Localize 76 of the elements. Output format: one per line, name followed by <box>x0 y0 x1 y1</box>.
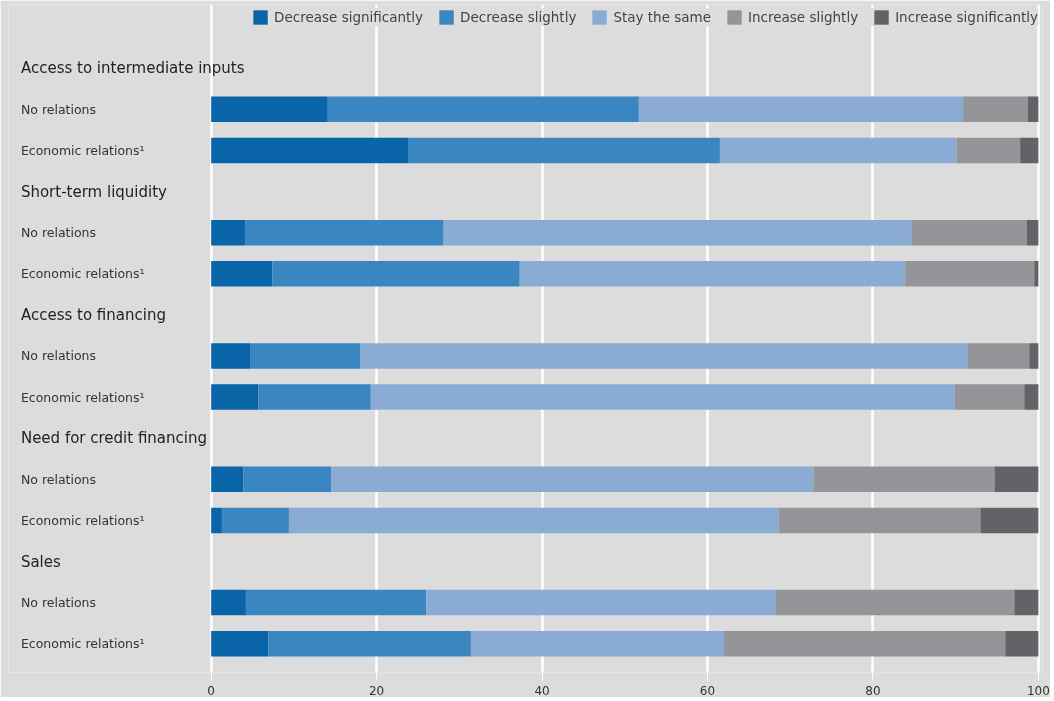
bar <box>954 384 1025 410</box>
bar <box>211 630 269 657</box>
y-tick-label: Economic relations¹ <box>20 389 145 405</box>
bar <box>719 137 957 164</box>
bar <box>331 466 814 493</box>
bar <box>638 96 964 123</box>
bar <box>288 507 779 534</box>
bar <box>211 507 222 534</box>
legend-label: Stay the same <box>613 9 711 25</box>
legend-label: Increase slightly <box>748 9 859 25</box>
x-tick-label: 20 <box>368 683 385 698</box>
bar <box>211 261 273 287</box>
bar <box>211 589 246 616</box>
bar <box>243 466 332 493</box>
bar <box>221 507 289 534</box>
bar <box>1014 589 1039 616</box>
bar <box>967 343 1030 369</box>
y-tick-label: Access to financing <box>20 305 166 324</box>
bar <box>360 343 968 369</box>
legend-label: Decrease significantly <box>274 9 424 25</box>
y-tick-label: Access to intermediate inputs <box>20 59 245 78</box>
bar <box>724 630 1006 657</box>
bar <box>211 384 259 410</box>
y-tick-label: No relations <box>20 471 97 487</box>
bar <box>1027 96 1039 123</box>
bar <box>245 589 427 616</box>
bar <box>994 466 1039 493</box>
bar <box>813 466 995 493</box>
bar <box>272 261 520 287</box>
y-tick-label: Economic relations¹ <box>20 142 145 158</box>
x-tick-label: 40 <box>534 683 550 698</box>
x-tick-label: 80 <box>865 683 881 698</box>
y-tick-label: No relations <box>20 595 97 611</box>
bar <box>519 261 906 287</box>
bar <box>443 219 912 246</box>
bar <box>250 343 361 369</box>
legend-label: Decrease slightly <box>460 9 577 25</box>
bar <box>775 589 1015 616</box>
bar <box>211 343 251 369</box>
y-tick-label: Need for credit financing <box>20 429 208 448</box>
x-tick-label: 0 <box>207 683 215 698</box>
y-tick-label: No relations <box>20 225 97 241</box>
bar <box>408 137 720 164</box>
bar <box>956 137 1021 164</box>
bar <box>1024 384 1039 410</box>
bar <box>258 384 371 410</box>
bar <box>911 219 1027 246</box>
bar <box>1026 219 1039 246</box>
bar <box>1005 630 1039 657</box>
bar <box>245 219 444 246</box>
bar <box>327 96 639 123</box>
bar <box>211 219 246 246</box>
bar <box>963 96 1028 123</box>
bar <box>1029 343 1039 369</box>
bar <box>778 507 981 534</box>
bar <box>370 384 955 410</box>
bar <box>211 96 328 123</box>
bar <box>211 137 409 164</box>
y-tick-label: Economic relations¹ <box>20 636 145 652</box>
bar <box>426 589 776 616</box>
x-tick-label: 100 <box>1026 683 1050 698</box>
y-tick-label: Economic relations¹ <box>20 266 145 282</box>
bar <box>1020 137 1039 164</box>
bar <box>1034 261 1039 287</box>
bar <box>470 630 725 657</box>
y-tick-label: No relations <box>20 348 97 364</box>
bar <box>980 507 1039 534</box>
bar <box>905 261 1035 287</box>
legend-label: Increase significantly <box>895 9 1038 25</box>
bar <box>211 466 244 493</box>
y-tick-label: Sales <box>20 552 62 571</box>
y-tick-label: Short-term liquidity <box>20 182 168 201</box>
y-tick-label: No relations <box>20 101 97 117</box>
bar <box>268 630 471 657</box>
y-tick-label: Economic relations¹ <box>20 512 145 528</box>
x-tick-label: 60 <box>699 683 716 698</box>
